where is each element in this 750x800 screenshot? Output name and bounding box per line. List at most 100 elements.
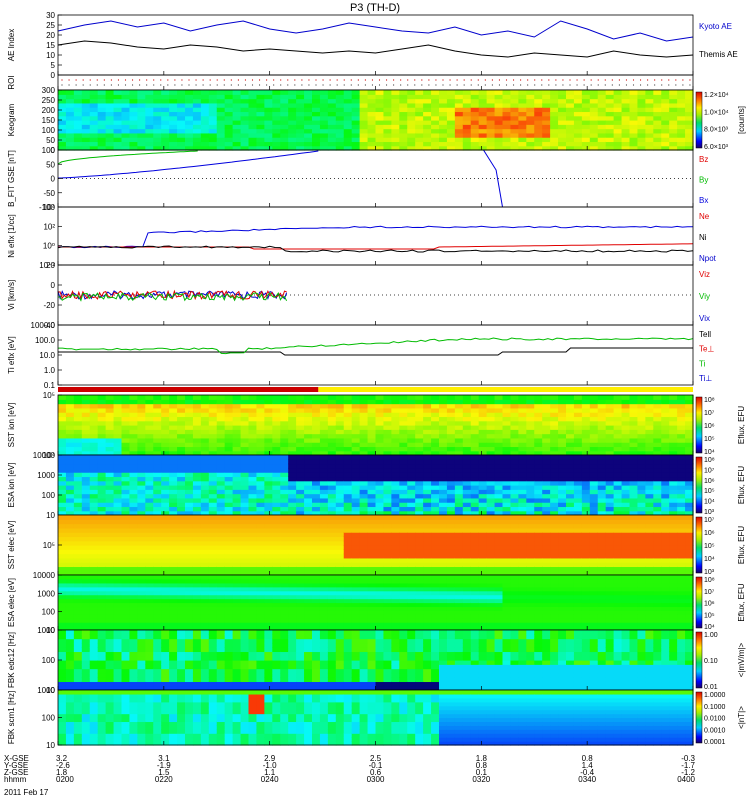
heatmap-cell <box>89 506 99 512</box>
heatmap-cell <box>240 472 250 478</box>
heatmap-cell <box>89 455 99 460</box>
roi-dot <box>153 79 155 81</box>
heatmap-cell <box>248 416 258 422</box>
heatmap-cell <box>304 476 313 482</box>
heatmap-cell <box>446 450 456 456</box>
heatmap-cell <box>470 545 480 550</box>
heatmap-cell <box>343 545 353 550</box>
heatmap-cell <box>65 467 75 473</box>
heatmap-cell <box>391 141 400 147</box>
heatmap-cell <box>629 115 639 121</box>
heatmap-cell <box>399 540 408 546</box>
heatmap-cell <box>470 420 480 426</box>
heatmap-cell <box>65 115 75 121</box>
heatmap-cell <box>153 395 162 400</box>
heatmap-cell <box>208 416 218 422</box>
heatmap-cell <box>169 145 178 151</box>
heatmap-cell <box>526 467 535 473</box>
heatmap-cell <box>113 442 123 448</box>
heatmap-cell <box>256 98 265 104</box>
heatmap-cell <box>113 618 123 623</box>
heatmap-cell <box>272 536 281 542</box>
heatmap-cell <box>462 395 472 400</box>
heatmap-cell <box>89 429 99 435</box>
heatmap-cell <box>605 489 615 495</box>
heatmap-cell <box>256 467 265 473</box>
heatmap-cell <box>502 506 512 512</box>
heatmap-cell <box>153 98 162 104</box>
heatmap-cell <box>105 485 115 490</box>
heatmap-cell <box>653 553 662 559</box>
heatmap-cell <box>589 485 599 490</box>
heatmap-cell <box>470 90 480 95</box>
roi-dot <box>618 84 620 86</box>
heatmap-cell <box>502 120 512 125</box>
heatmap-cell <box>375 489 385 495</box>
heatmap-cell <box>288 523 297 529</box>
heatmap-cell <box>256 107 265 113</box>
heatmap-cell <box>145 472 154 478</box>
heatmap-cell <box>566 407 575 413</box>
heatmap-cell <box>502 515 512 520</box>
heatmap-cell <box>137 446 146 452</box>
heatmap-cell <box>653 455 662 460</box>
heatmap-cell <box>129 145 138 151</box>
heatmap-cell <box>169 120 178 125</box>
heatmap-cell <box>399 120 408 125</box>
heatmap-cell <box>177 128 186 134</box>
heatmap-cell <box>121 489 131 495</box>
heatmap-cell <box>161 416 170 422</box>
heatmap-cell <box>280 502 289 508</box>
heatmap-cell <box>518 141 527 147</box>
heatmap-cell <box>312 549 321 555</box>
heatmap-cell <box>232 540 242 546</box>
heatmap-cell <box>478 425 488 430</box>
heatmap-cell <box>518 540 527 546</box>
heatmap-cell <box>677 90 686 95</box>
heatmap-cell <box>296 141 305 147</box>
heatmap-cell <box>462 128 472 134</box>
heatmap-cell <box>669 425 678 430</box>
heatmap-cell <box>192 446 202 452</box>
heatmap-cell <box>486 395 496 400</box>
heatmap-cell <box>224 446 234 452</box>
heatmap-cell <box>446 459 456 465</box>
heatmap-cell <box>462 510 472 516</box>
heatmap-cell <box>248 472 258 478</box>
heatmap-cell <box>248 480 258 486</box>
heatmap-cell <box>248 463 258 469</box>
heatmap-cell <box>73 618 83 623</box>
heatmap-cell <box>581 128 591 134</box>
heatmap-cell <box>65 502 75 508</box>
heatmap-cell <box>335 502 345 508</box>
heatmap-cell <box>661 549 670 555</box>
heatmap-cell <box>431 420 440 426</box>
heatmap-cell <box>200 429 210 435</box>
heatmap-cell <box>240 562 250 568</box>
heatmap-cell <box>161 395 170 400</box>
heatmap-cell <box>145 463 154 469</box>
heatmap-cell <box>248 128 258 134</box>
heatmap-cell <box>129 566 138 572</box>
heatmap-cell <box>272 519 281 525</box>
heatmap-cell <box>573 480 583 486</box>
heatmap-cell <box>597 553 607 559</box>
heatmap-cell <box>454 120 464 125</box>
heatmap-cell <box>304 420 313 426</box>
heatmap-cell <box>97 606 107 611</box>
heatmap-cell <box>312 124 321 130</box>
heatmap-cell <box>161 141 170 147</box>
colorbar <box>695 396 703 454</box>
heatmap-cell <box>589 510 599 516</box>
heatmap-cell <box>431 433 440 439</box>
heatmap-cell <box>351 493 361 499</box>
heatmap-cell <box>597 90 607 95</box>
y-tick-label: 10⁻² <box>39 261 55 270</box>
heatmap-cell <box>407 145 416 151</box>
heatmap-cell <box>121 94 131 100</box>
heatmap-cell <box>423 141 432 147</box>
heatmap-cell <box>550 416 559 422</box>
heatmap-cell <box>661 545 670 550</box>
heatmap-cell <box>375 463 385 469</box>
heatmap-cell <box>446 124 456 130</box>
